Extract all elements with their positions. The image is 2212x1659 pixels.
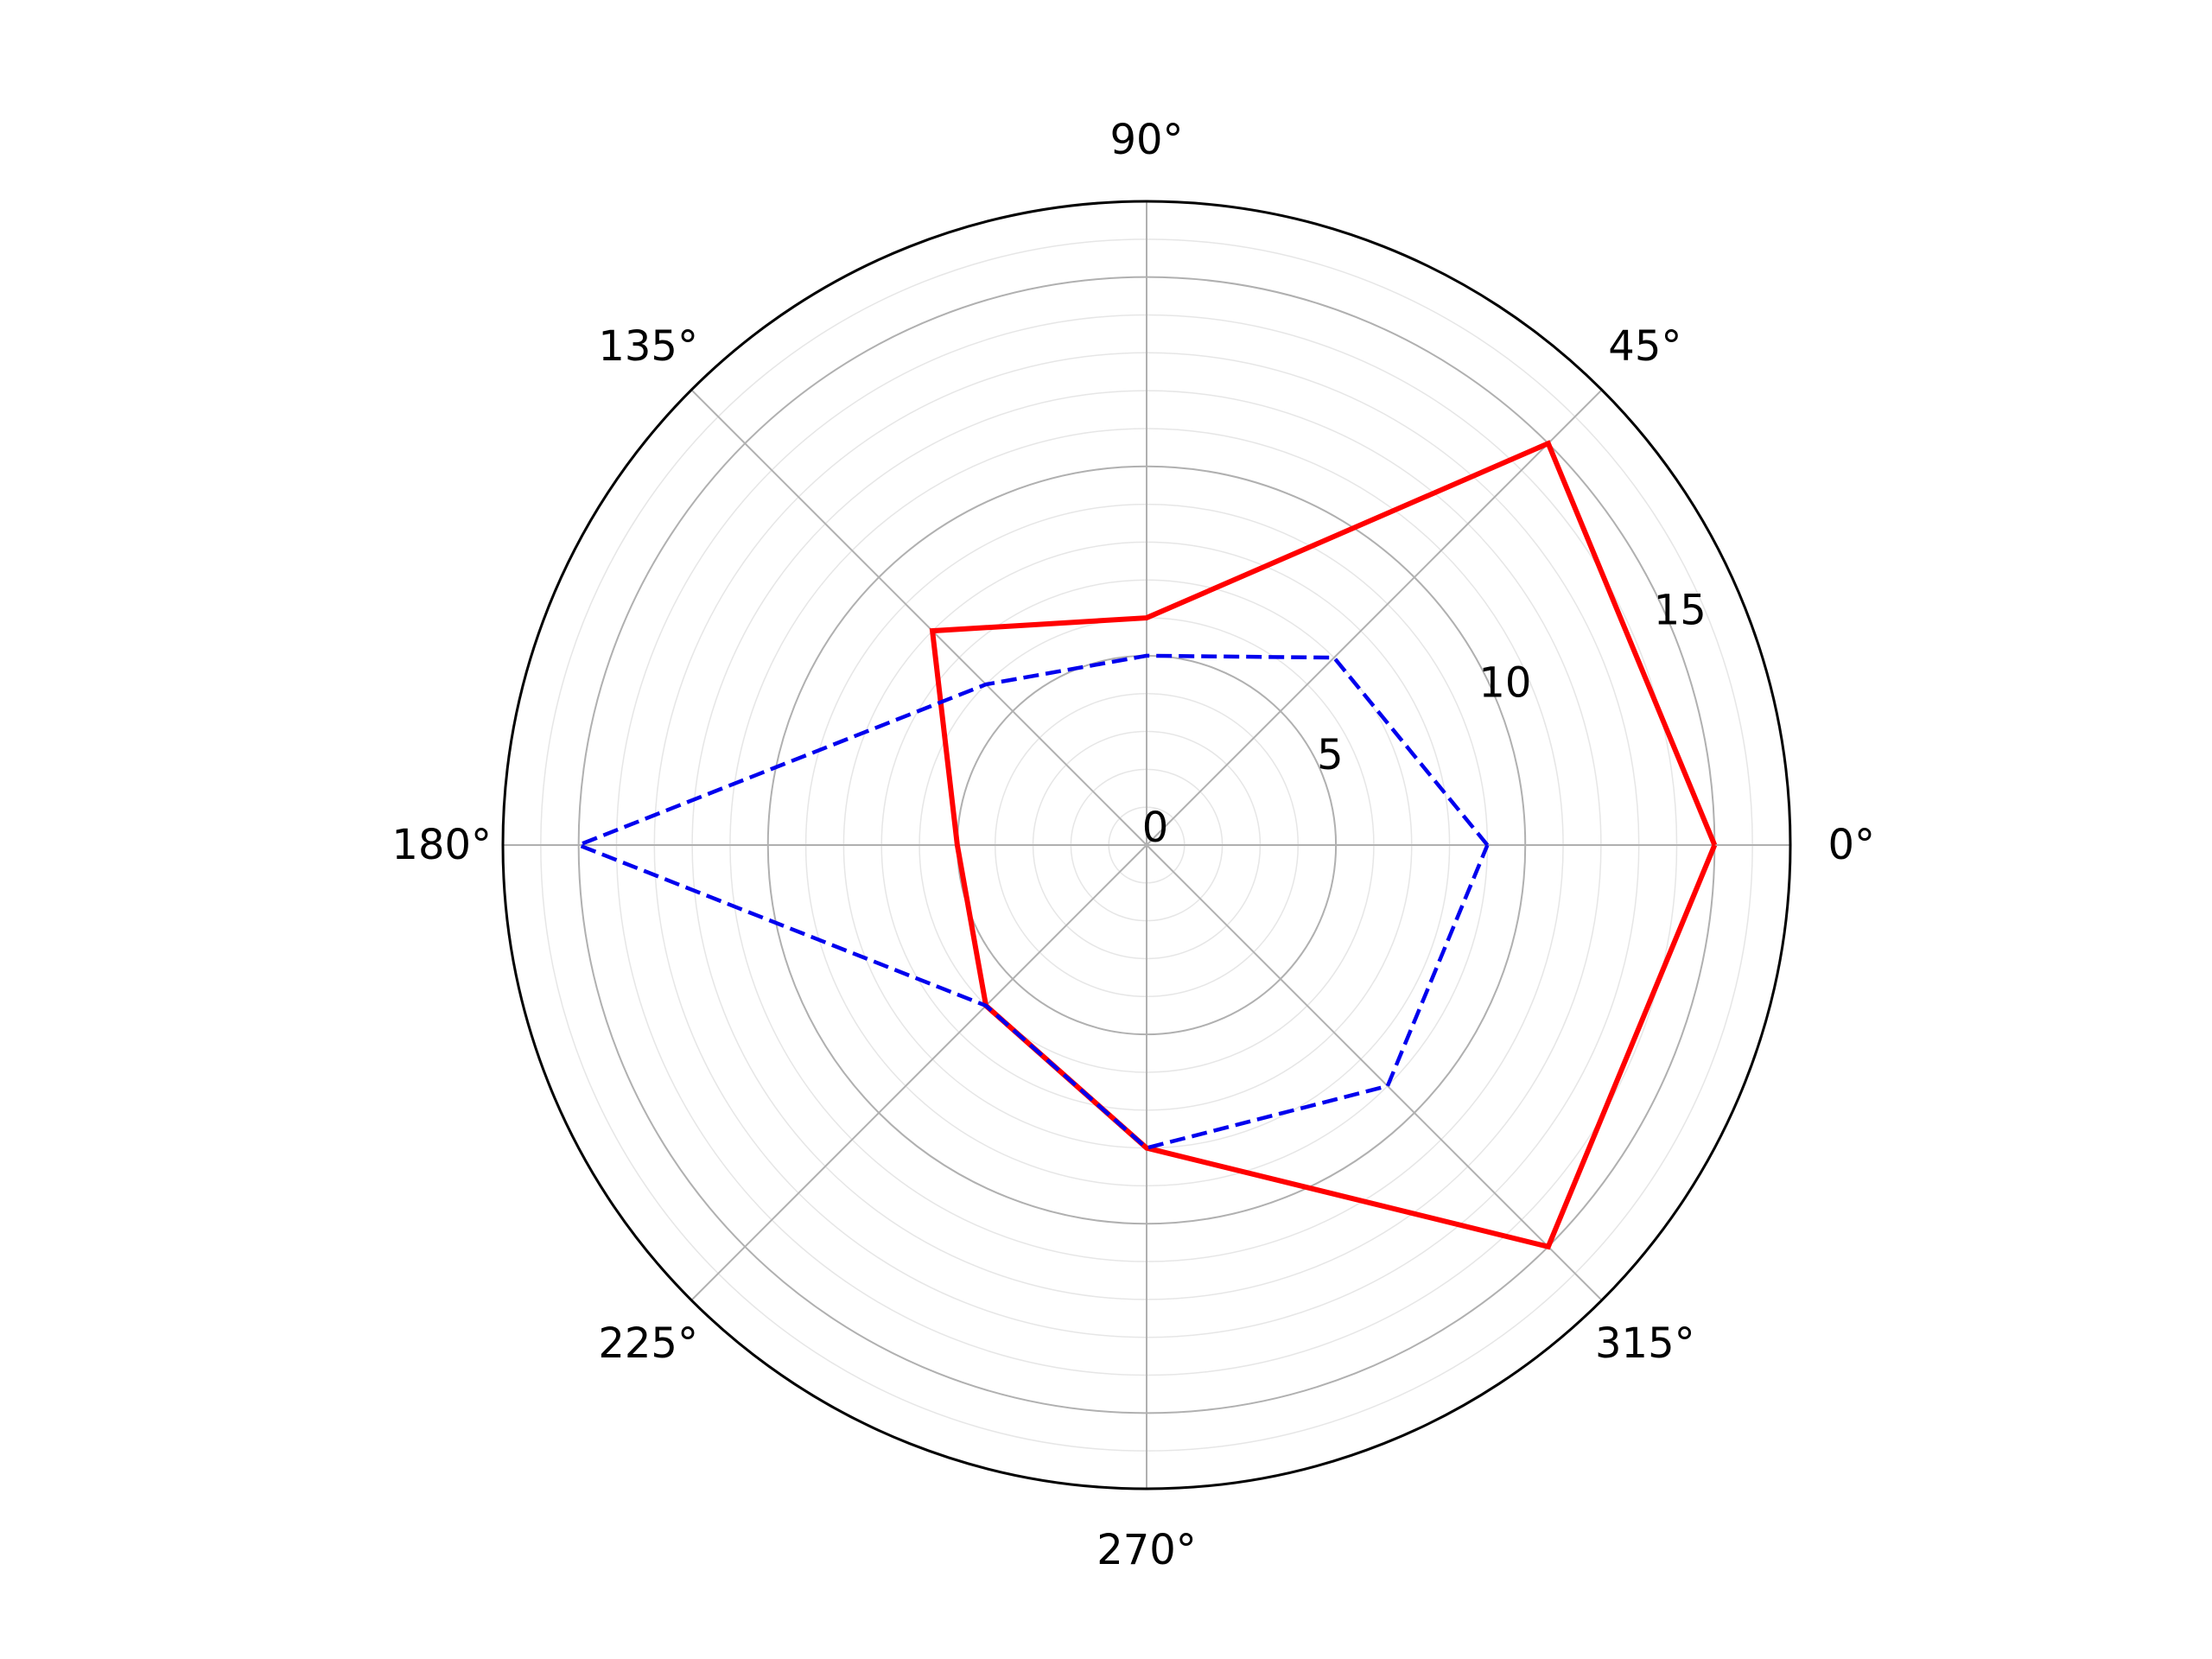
angle-label-270: 270° [1096,1526,1197,1574]
radius-tick-labels: 0 5 10 15 [1142,586,1707,852]
angular-gridlines [503,201,1790,1489]
angle-label-315: 315° [1595,1319,1695,1368]
angle-tick-labels: 0° 45° 90° 135° 180° 225° 270° 315° [391,116,1875,1574]
angle-label-180: 180° [391,821,492,869]
radius-label-15: 15 [1654,586,1707,634]
radius-label-10: 10 [1478,658,1531,707]
spoke-45 [1146,389,1603,846]
angle-label-0: 0° [1828,821,1876,869]
angle-label-45: 45° [1608,322,1681,371]
angle-label-225: 225° [598,1319,698,1368]
series-2-line [573,653,1490,1151]
series-layer [573,440,1718,1250]
radius-label-0: 0 [1142,804,1169,852]
spoke-225 [690,844,1147,1301]
spoke-135 [690,389,1147,846]
radius-label-5: 5 [1317,731,1344,779]
spoke-315 [1146,844,1603,1301]
series-1-line [929,440,1718,1250]
polar-frame [501,200,1792,1491]
angle-label-135: 135° [598,322,698,371]
angle-label-90: 90° [1109,116,1183,164]
